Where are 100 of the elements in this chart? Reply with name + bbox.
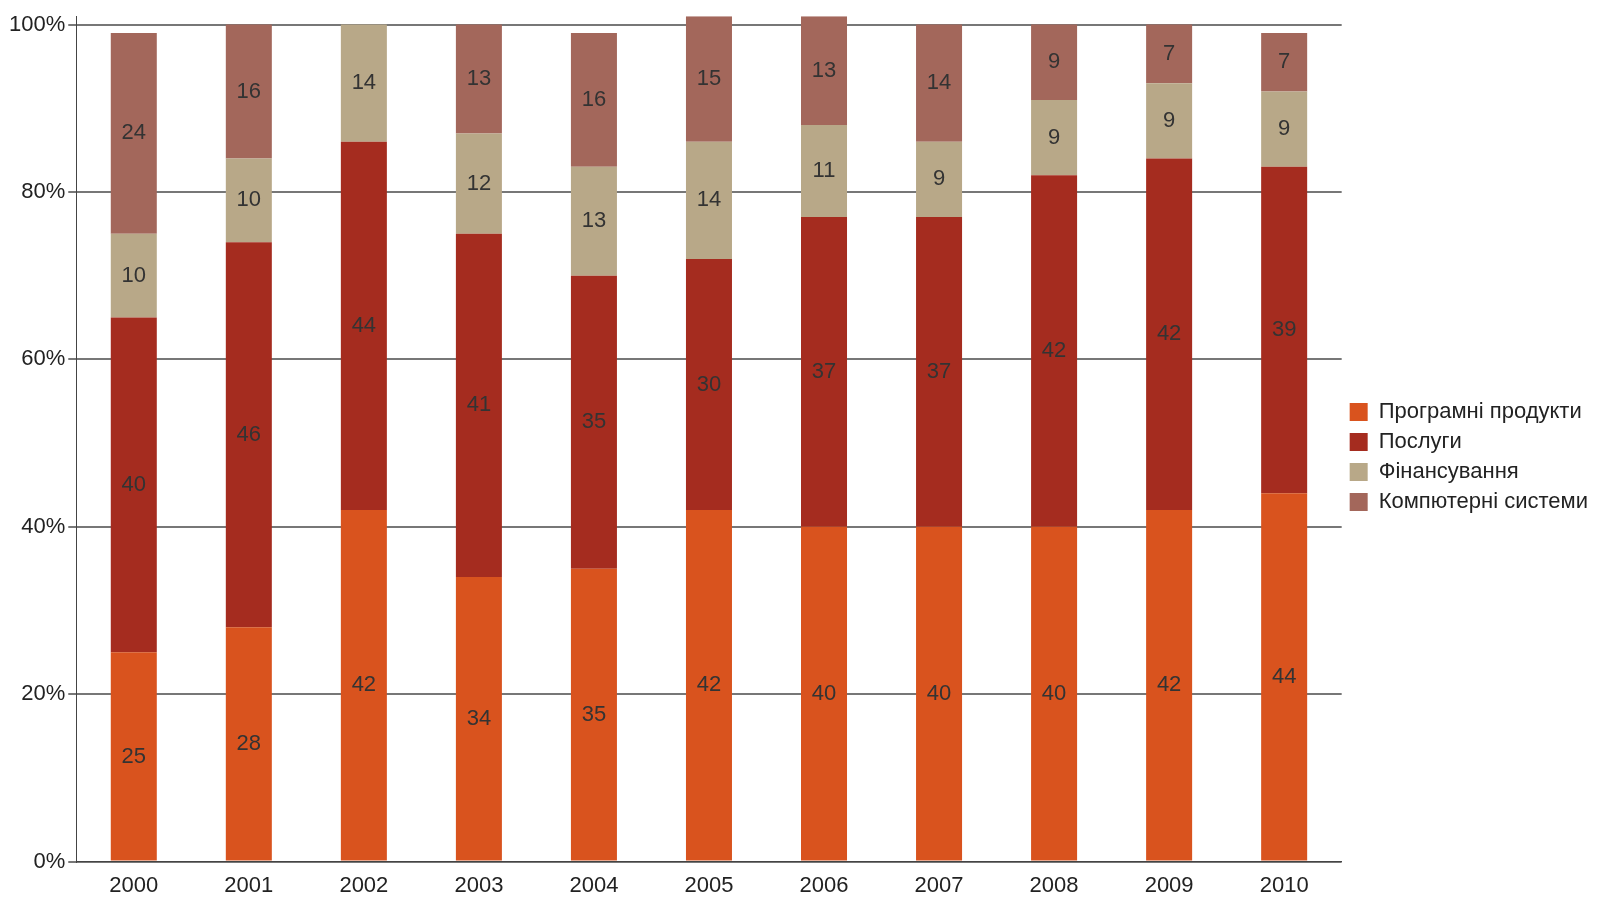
bar [1031, 175, 1078, 527]
y-tick-label: 80% [21, 178, 66, 204]
data-label: 40 [121, 471, 147, 496]
bar [110, 32, 157, 234]
x-tick-label: 2003 [454, 871, 504, 897]
bar [455, 133, 502, 234]
x-tick-label: 2010 [1259, 871, 1309, 897]
bar [570, 275, 617, 569]
data-label: 16 [581, 85, 607, 111]
bar [340, 141, 387, 511]
data-label: 12 [466, 169, 492, 195]
bar [685, 510, 732, 861]
bar [1146, 83, 1193, 159]
y-tick-label: 60% [21, 345, 66, 371]
bar [110, 233, 157, 318]
legend-label: Послуги [1378, 428, 1462, 454]
data-label: 9 [1163, 106, 1176, 132]
data-label: 37 [811, 358, 837, 383]
x-tick-label: 2008 [1029, 871, 1079, 897]
data-label: 13 [581, 207, 607, 233]
bar [1261, 91, 1308, 167]
data-label: 24 [121, 119, 147, 145]
data-label: 34 [466, 704, 492, 730]
x-tick-label: 2005 [684, 871, 734, 897]
bar [1031, 24, 1078, 100]
x-tick-label: 2000 [109, 871, 159, 897]
bar [916, 526, 963, 861]
x-tick-label: 2004 [569, 871, 619, 897]
bar [1031, 526, 1078, 861]
data-label: 9 [1278, 115, 1291, 141]
x-tick-label: 2002 [339, 871, 389, 897]
data-label: 9 [932, 165, 946, 191]
data-label: 13 [466, 65, 492, 91]
bar [1261, 166, 1308, 494]
data-label: 16 [236, 77, 262, 103]
data-label: 15 [696, 65, 722, 91]
data-label: 42 [1156, 671, 1182, 697]
y-tick-label: 40% [21, 512, 66, 538]
data-label: 42 [351, 671, 377, 697]
legend-label: Компютерні системи [1378, 488, 1589, 514]
x-tick-label: 2009 [1144, 871, 1194, 897]
bar [110, 652, 157, 861]
legend-label: Програмні продукти [1378, 398, 1582, 424]
bar [570, 166, 617, 276]
data-label: 41 [466, 391, 492, 417]
y-tick-label: 100% [8, 10, 66, 36]
bar [455, 577, 502, 861]
bar [340, 510, 387, 861]
bar [801, 125, 848, 218]
data-label: 35 [581, 700, 607, 726]
data-label: 13 [811, 56, 837, 82]
data-label: 7 [1163, 39, 1176, 65]
bar [455, 24, 502, 134]
bar [916, 24, 963, 142]
data-label: 14 [351, 69, 377, 95]
data-label: 28 [236, 729, 262, 755]
legend-label: Фінансування [1378, 458, 1519, 484]
bar [455, 233, 502, 578]
bar [1261, 32, 1308, 92]
bar [685, 141, 732, 259]
bar [916, 217, 963, 527]
data-label: 9 [1047, 123, 1061, 149]
bar [225, 242, 272, 628]
data-label: 14 [696, 186, 722, 212]
bar [1146, 510, 1193, 861]
data-label: 42 [1156, 320, 1182, 346]
bar [916, 141, 963, 218]
bar [570, 32, 617, 167]
x-tick-label: 2001 [224, 871, 274, 897]
bar [801, 217, 848, 527]
data-label: 40 [1041, 679, 1067, 705]
bar [1261, 493, 1308, 861]
bar [570, 568, 617, 861]
bar [225, 627, 272, 861]
data-label: 30 [696, 370, 722, 396]
data-label: 14 [926, 69, 952, 95]
data-label: 42 [1041, 337, 1067, 363]
data-label: 40 [926, 679, 952, 705]
bar [110, 317, 157, 653]
bar [340, 24, 387, 142]
data-label: 46 [236, 420, 262, 446]
data-label: 10 [236, 186, 262, 212]
data-label: 7 [1278, 48, 1291, 74]
data-label: 25 [121, 742, 147, 768]
bar [1146, 158, 1193, 511]
bar [685, 258, 732, 511]
y-tick-label: 0% [33, 847, 66, 873]
bar [801, 16, 848, 126]
x-tick-label: 2007 [914, 871, 964, 897]
data-label: 44 [1271, 663, 1297, 689]
y-tick-label: 20% [21, 680, 66, 706]
bar [225, 158, 272, 243]
data-label: 40 [811, 679, 837, 705]
bar [801, 526, 848, 861]
data-label: 35 [581, 408, 607, 434]
bar [685, 16, 732, 142]
bar [1031, 99, 1078, 176]
data-label: 39 [1271, 316, 1297, 342]
data-label: 42 [696, 671, 722, 697]
bar [225, 24, 272, 159]
